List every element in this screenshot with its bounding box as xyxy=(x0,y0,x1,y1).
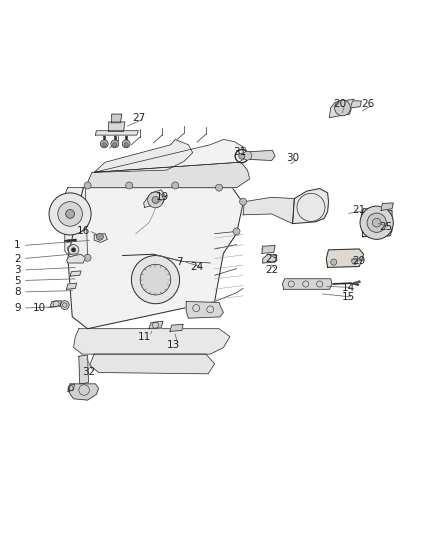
Polygon shape xyxy=(69,384,99,400)
Circle shape xyxy=(67,246,74,253)
Polygon shape xyxy=(50,301,61,307)
Circle shape xyxy=(335,100,350,116)
Polygon shape xyxy=(68,188,243,329)
Circle shape xyxy=(131,255,180,304)
Text: 13: 13 xyxy=(166,341,180,350)
Circle shape xyxy=(68,245,79,255)
Polygon shape xyxy=(245,150,275,160)
Circle shape xyxy=(239,153,245,159)
Polygon shape xyxy=(67,283,77,289)
Text: 27: 27 xyxy=(133,114,146,124)
Polygon shape xyxy=(112,114,122,123)
Circle shape xyxy=(84,254,91,261)
Polygon shape xyxy=(262,246,275,253)
Polygon shape xyxy=(243,197,294,223)
Text: 5: 5 xyxy=(14,276,21,286)
Polygon shape xyxy=(94,233,107,243)
Circle shape xyxy=(71,248,76,252)
Circle shape xyxy=(60,301,69,310)
Text: 30: 30 xyxy=(286,153,299,163)
Text: 7: 7 xyxy=(176,257,183,267)
Text: 32: 32 xyxy=(82,367,95,377)
Circle shape xyxy=(84,182,91,189)
Polygon shape xyxy=(326,249,364,268)
Circle shape xyxy=(126,182,133,189)
Polygon shape xyxy=(90,354,215,374)
Circle shape xyxy=(331,259,337,265)
Polygon shape xyxy=(144,190,166,207)
Polygon shape xyxy=(94,140,249,172)
Text: 8: 8 xyxy=(14,287,21,297)
Circle shape xyxy=(352,258,358,264)
Circle shape xyxy=(243,151,252,160)
Circle shape xyxy=(49,193,91,235)
Circle shape xyxy=(113,142,117,147)
Text: 29: 29 xyxy=(353,256,366,266)
Polygon shape xyxy=(381,203,393,211)
Text: 14: 14 xyxy=(342,282,355,293)
Polygon shape xyxy=(67,254,85,263)
Polygon shape xyxy=(186,302,223,318)
Text: 19: 19 xyxy=(155,192,169,203)
Circle shape xyxy=(58,201,82,226)
Text: 21: 21 xyxy=(353,205,366,215)
Text: 1: 1 xyxy=(14,240,21,251)
Polygon shape xyxy=(94,140,193,172)
Polygon shape xyxy=(65,188,88,258)
Polygon shape xyxy=(85,162,250,188)
Circle shape xyxy=(172,182,179,189)
Polygon shape xyxy=(70,271,81,276)
Polygon shape xyxy=(350,101,361,108)
Circle shape xyxy=(240,198,247,205)
Text: 15: 15 xyxy=(342,292,355,302)
Text: 3: 3 xyxy=(14,265,21,275)
Text: 16: 16 xyxy=(77,225,90,236)
Polygon shape xyxy=(74,329,230,354)
Circle shape xyxy=(360,206,393,239)
Text: 26: 26 xyxy=(361,100,374,109)
Circle shape xyxy=(367,213,386,232)
Text: 22: 22 xyxy=(265,265,278,275)
Text: 25: 25 xyxy=(379,222,392,232)
Circle shape xyxy=(372,219,381,227)
Text: 20: 20 xyxy=(333,100,346,109)
Text: 31: 31 xyxy=(233,147,247,157)
Circle shape xyxy=(124,142,128,147)
Circle shape xyxy=(102,142,106,147)
Circle shape xyxy=(96,233,103,240)
Text: 11: 11 xyxy=(138,332,151,342)
Polygon shape xyxy=(361,209,392,237)
Polygon shape xyxy=(109,122,125,132)
Polygon shape xyxy=(283,279,332,289)
Circle shape xyxy=(215,184,223,191)
Polygon shape xyxy=(170,324,183,332)
Circle shape xyxy=(111,140,119,148)
Circle shape xyxy=(148,192,163,208)
Text: 10: 10 xyxy=(33,303,46,313)
Polygon shape xyxy=(95,131,138,135)
Circle shape xyxy=(66,209,74,219)
Circle shape xyxy=(152,197,159,204)
Text: 24: 24 xyxy=(191,262,204,272)
Circle shape xyxy=(140,264,171,295)
Circle shape xyxy=(122,140,130,148)
Polygon shape xyxy=(329,99,355,118)
Circle shape xyxy=(100,140,108,148)
Circle shape xyxy=(233,228,240,235)
Text: 9: 9 xyxy=(14,303,21,313)
Polygon shape xyxy=(263,254,277,263)
Polygon shape xyxy=(293,189,328,223)
Polygon shape xyxy=(79,355,88,384)
Text: 2: 2 xyxy=(14,254,21,264)
Polygon shape xyxy=(68,384,74,391)
Polygon shape xyxy=(149,321,163,329)
Text: 23: 23 xyxy=(265,254,278,264)
